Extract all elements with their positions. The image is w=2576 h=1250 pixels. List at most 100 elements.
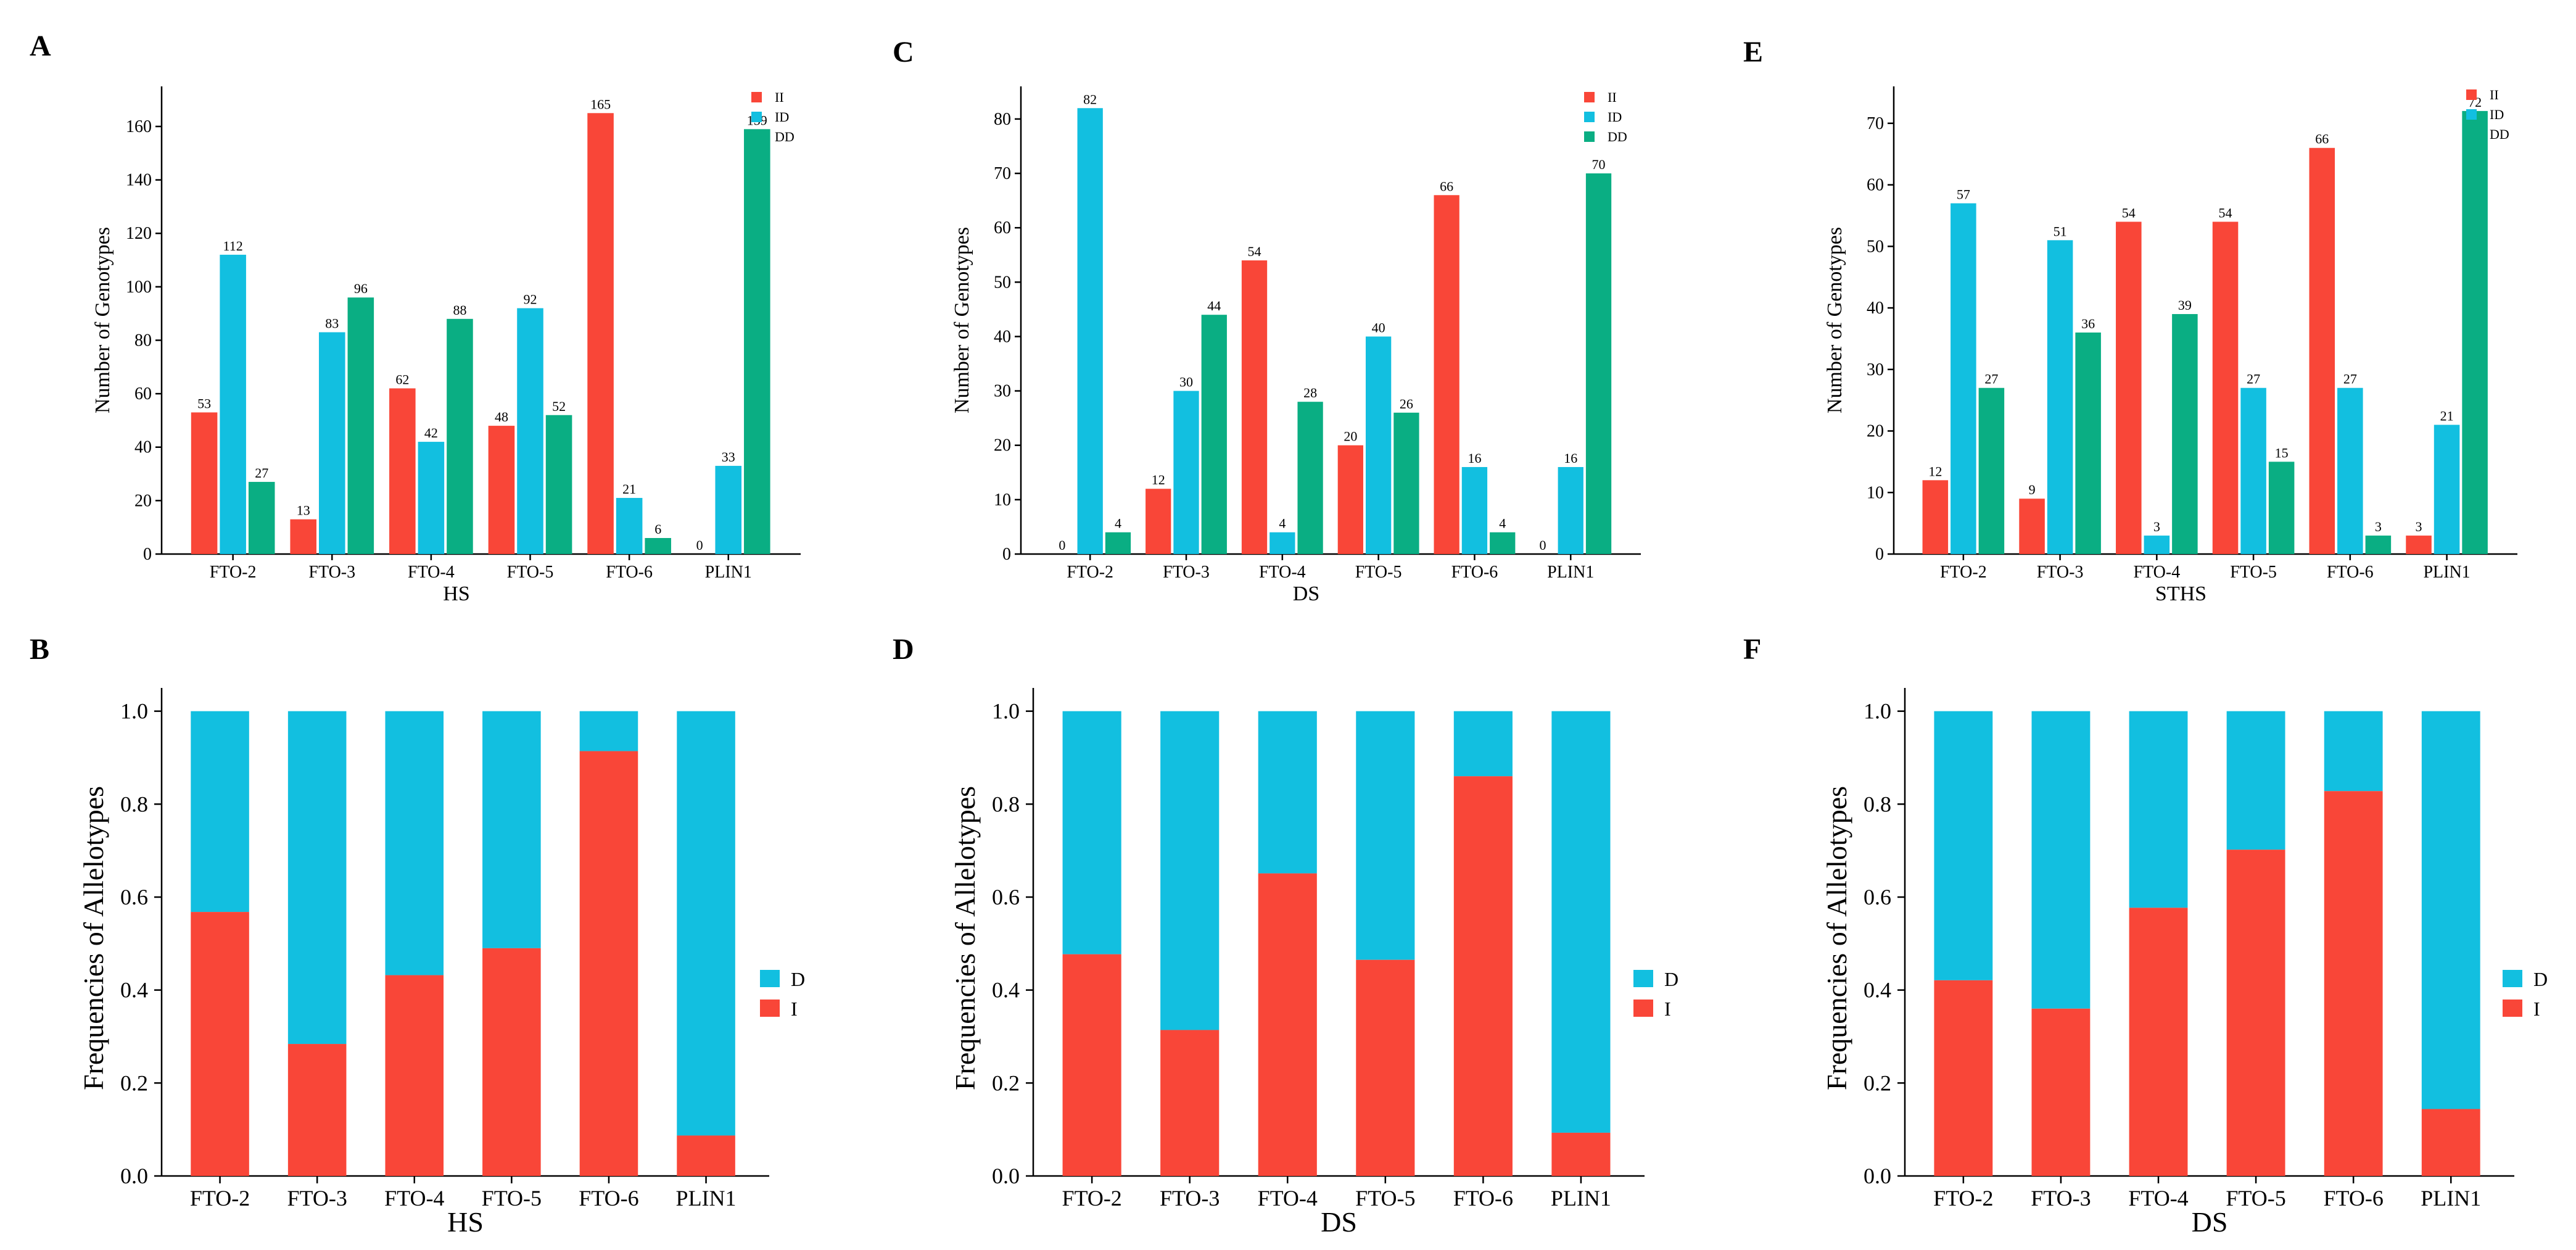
x-axis-title: HS [443,582,469,605]
data-label: 0 [1059,537,1065,553]
x-tick-label: PLIN1 [705,563,752,582]
bar-dd-fto-6 [1490,532,1516,554]
legend-swatch-ii [1584,92,1595,102]
bar-id-fto-5 [2240,387,2266,554]
bar-i-fto-2 [1062,954,1121,1176]
bar-i-fto-5 [1356,959,1415,1176]
y-tick-label: 0.0 [120,1164,148,1188]
bar-i-fto-5 [482,948,541,1176]
bar-dd-plin1 [1585,173,1612,554]
bar-i-fto-2 [191,912,249,1176]
bar-id-fto-6 [1461,466,1488,554]
x-tick-label: FTO-2 [1933,1186,1993,1211]
y-tick-label: 30 [994,382,1011,401]
data-label: 62 [395,371,409,387]
x-tick-label: FTO-5 [507,563,554,582]
bar-id-fto-2 [1951,203,1976,554]
y-tick-label: 0 [143,545,152,564]
x-tick-label: PLIN1 [2421,1186,2481,1211]
bar-d-fto-5 [2226,711,2285,850]
bar-d-fto-2 [1062,711,1121,954]
data-label: 48 [495,409,508,424]
bar-id-plin1 [715,466,742,554]
y-tick-label: 10 [1867,483,1884,502]
y-tick-label: 0.8 [120,792,148,816]
panel-letter-b: B [30,633,49,666]
bar-i-fto-4 [385,975,444,1176]
legend-label: D [2533,968,2548,990]
data-label: 4 [1499,516,1506,531]
bar-id-fto-6 [616,498,643,554]
bar-id-fto-5 [517,308,543,554]
bar-ii-fto-5 [2212,221,2239,555]
legend-swatch-ii [2466,89,2477,100]
bar-i-fto-3 [1160,1030,1220,1176]
bar-id-fto-6 [2337,387,2363,554]
y-tick-label: 50 [994,273,1011,292]
legend-label: I [2533,998,2540,1020]
legend-swatch-i [2503,1000,2522,1017]
data-label: 16 [1564,450,1577,466]
bar-dd-fto-4 [447,318,473,554]
y-tick-label: 0.4 [1864,978,1891,1003]
y-tick-label: 160 [126,117,152,136]
bar-id-fto-2 [1077,108,1103,555]
bar-ii-fto-5 [488,426,515,554]
bar-id-fto-3 [1173,391,1199,554]
bar-d-fto-5 [1356,711,1415,960]
data-label: 66 [1440,178,1453,194]
bar-d-fto-6 [1453,711,1513,777]
y-tick-label: 50 [1867,237,1884,256]
x-tick-label: FTO-4 [1258,1186,1318,1211]
legend-swatch-i [1633,1000,1653,1017]
x-tick-label: FTO-4 [2133,563,2180,582]
panel-letter-f: F [1743,633,1761,666]
legend-label: D [1664,968,1678,990]
x-tick-label: PLIN1 [1551,1186,1611,1211]
y-axis-title: Number of Genotypes [951,227,973,413]
bar-ii-fto-6 [587,113,614,555]
legend-swatch-dd [751,131,762,142]
legend-label: II [2490,87,2499,102]
y-axis-title: Number of Genotypes [1823,227,1846,413]
x-axis-title: DS [1321,1206,1357,1238]
legend-swatch-ii [751,92,762,102]
y-tick-label: 0.6 [992,885,1020,909]
y-tick-label: 0.2 [1864,1070,1891,1095]
bar-d-fto-6 [2324,711,2383,792]
data-label: 51 [2054,223,2067,239]
data-label: 12 [1928,463,1942,479]
bar-ii-fto-6 [1434,195,1459,555]
y-tick-label: 40 [1867,299,1884,318]
bar-ii-fto-4 [1241,260,1268,554]
bar-i-fto-3 [2031,1008,2091,1176]
y-tick-label: 40 [994,327,1011,346]
bar-dd-fto-5 [1393,412,1419,554]
data-label: 92 [524,292,537,307]
data-label: 96 [354,281,368,296]
legend-swatch-d [2503,970,2522,987]
data-label: 27 [2343,371,2357,387]
legend-label: I [791,998,798,1020]
bar-ii-plin1 [2406,536,2432,554]
bar-d-plin1 [2421,711,2480,1109]
data-label: 165 [590,96,611,112]
bar-i-fto-4 [2129,908,2188,1176]
x-tick-label: FTO-4 [1259,563,1306,582]
bar-dd-fto-5 [2268,462,2295,554]
bar-dd-fto-6 [645,538,671,554]
data-label: 28 [1303,385,1317,400]
y-tick-label: 0.8 [1864,792,1891,816]
bar-dd-fto-3 [347,297,374,554]
bar-id-fto-4 [1269,532,1295,554]
data-label: 21 [2440,408,2454,424]
bar-ii-fto-2 [191,412,218,554]
y-tick-label: 10 [994,490,1011,510]
bar-d-fto-2 [1934,711,1993,980]
data-label: 82 [1083,91,1097,107]
bar-d-fto-3 [2031,711,2091,1009]
y-axis-title: Frequencies of Allelotypes [78,786,109,1090]
bar-ii-fto-4 [2116,221,2142,555]
x-tick-label: PLIN1 [676,1186,737,1211]
bar-id-plin1 [2434,424,2460,554]
